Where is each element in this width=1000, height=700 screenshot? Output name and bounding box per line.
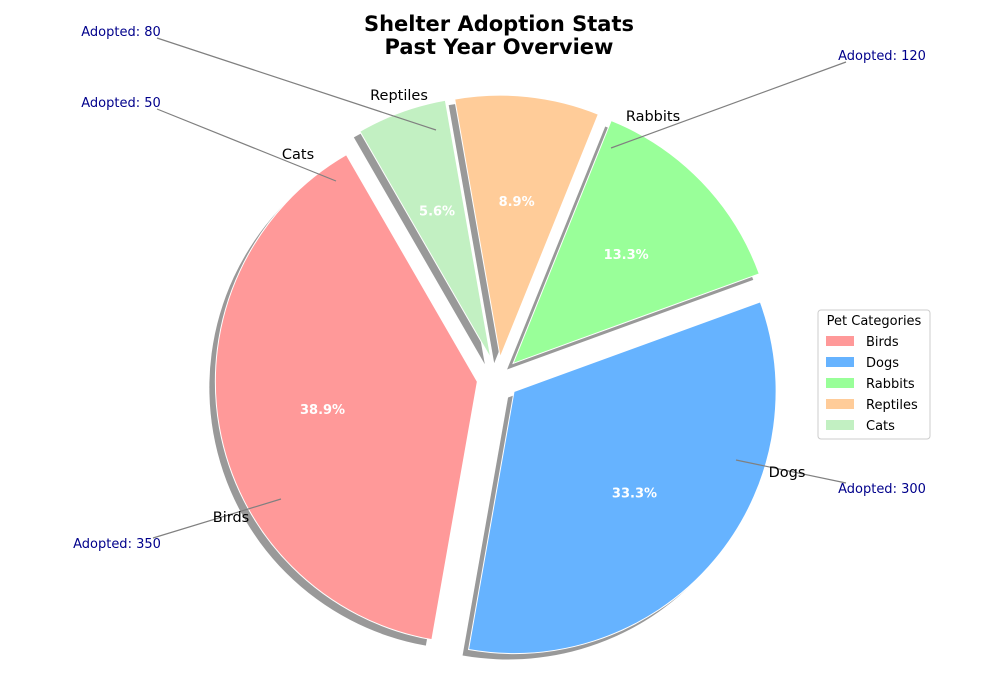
- chart-title-line-1: Shelter Adoption Stats: [364, 12, 634, 36]
- annotation-dogs: Adopted: 300: [838, 482, 926, 497]
- legend-label-dogs: Dogs: [866, 356, 899, 371]
- slice-category-label-cats: Cats: [282, 147, 314, 163]
- slice-percent-label-dogs: 33.3%: [612, 487, 657, 502]
- annotation-reptiles: Adopted: 80: [81, 25, 161, 40]
- slice-birds: [214, 154, 478, 641]
- legend-label-rabbits: Rabbits: [866, 377, 915, 392]
- legend: Pet Categories Birds Dogs Rabbits Reptiles C…: [817, 309, 931, 440]
- slice-category-label-rabbits: Rabbits: [626, 109, 680, 125]
- legend-swatch-cats: [826, 420, 854, 430]
- slice-category-label-birds: Birds: [213, 510, 249, 526]
- annotation-leader-reptiles: [156, 37, 437, 131]
- slice-cats: [359, 99, 492, 359]
- annotation-birds: Adopted: 350: [73, 537, 161, 552]
- legend-label-reptiles: Reptiles: [866, 398, 918, 413]
- slice-reptiles: [454, 94, 599, 359]
- pie-slices: [214, 94, 777, 654]
- legend-swatch-dogs: [826, 357, 854, 367]
- annotation-leader-rabbits: [610, 61, 847, 149]
- legend-label-birds: Birds: [866, 335, 899, 350]
- annotation-leader-cats: [156, 108, 337, 182]
- slice-percent-label-reptiles: 8.9%: [499, 195, 535, 210]
- legend-title: Pet Categories: [827, 314, 922, 329]
- slice-category-label-reptiles: Reptiles: [370, 88, 428, 104]
- slice-category-label-dogs: Dogs: [769, 465, 806, 481]
- annotation-cats: Adopted: 50: [81, 96, 161, 111]
- legend-label-cats: Cats: [866, 419, 895, 434]
- annotation-leader-birds: [152, 498, 282, 539]
- slice-rabbits: [512, 119, 760, 365]
- legend-swatch-birds: [826, 336, 854, 346]
- annotation-leader-dogs: [735, 459, 847, 484]
- slice-percent-label-rabbits: 13.3%: [604, 248, 649, 263]
- slice-dogs: [467, 301, 777, 654]
- annotation-rabbits: Adopted: 120: [838, 49, 926, 64]
- slice-labels: 38.9% Birds Adopted: 350 33.3% Dogs Adopted: …: [73, 25, 926, 552]
- legend-swatch-rabbits: [826, 378, 854, 388]
- annotation-leader-lines: [152, 37, 847, 539]
- legend-items: Birds Dogs Rabbits Reptiles Cats: [826, 335, 918, 434]
- slice-percent-label-cats: 5.6%: [419, 205, 455, 220]
- slice-percent-label-birds: 38.9%: [300, 403, 345, 418]
- legend-swatch-reptiles: [826, 399, 854, 409]
- chart-title-line-2: Past Year Overview: [385, 35, 614, 59]
